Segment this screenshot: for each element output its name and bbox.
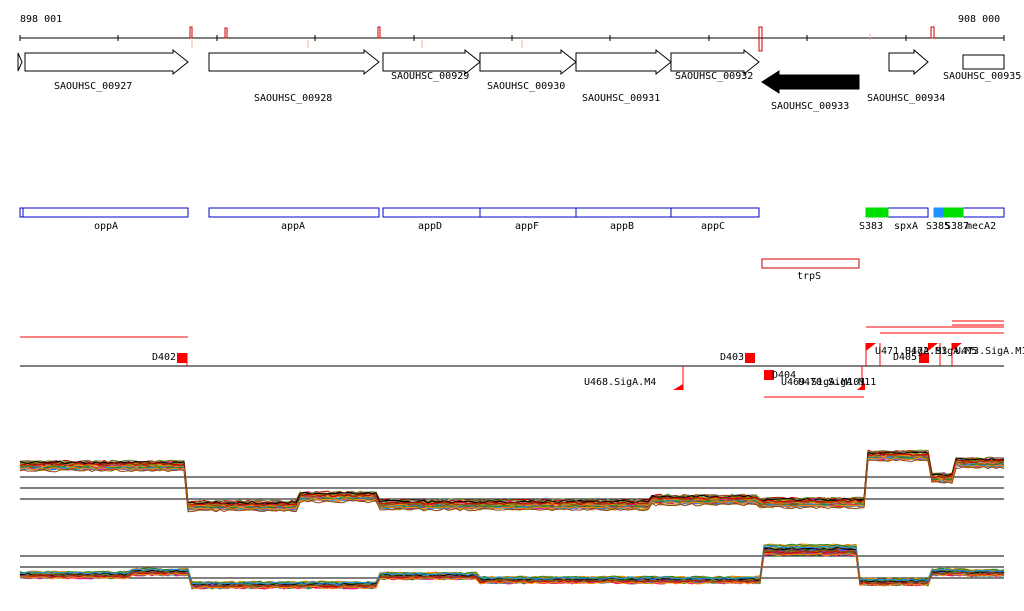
gene-arrow[interactable]: SAOUHSC_00932 [670, 48, 760, 82]
expression-profile-line [19, 451, 1005, 505]
gene-arrow[interactable]: SAOUHSC_00927 [17, 48, 189, 92]
transcript-label[interactable]: U473.SigA.M12 [955, 346, 1024, 357]
gene-label: SAOUHSC_00933 [771, 101, 849, 112]
tss-markers-outline [186, 343, 953, 390]
gene-label: SAOUHSC_00929 [391, 71, 469, 82]
gene-name-box[interactable]: mecA2 [933, 207, 1005, 232]
transcript-label[interactable]: D404 [772, 370, 796, 381]
transcript-label[interactable]: U471.SigA.M3 [875, 346, 947, 357]
ruler-minor-marks [191, 34, 871, 48]
gene-label: SAOUHSC_00927 [54, 81, 132, 92]
gene-name-label: appC [701, 221, 725, 232]
gene-arrow[interactable]: SAOUHSC_00930 [479, 48, 577, 92]
tss-markers [177, 343, 962, 390]
expression-profile-line [19, 456, 1005, 511]
transcript-lines [20, 320, 1004, 398]
sigma-site-label: S387 [945, 221, 969, 232]
expression-profile-line [19, 449, 1005, 504]
expression-profile-line [19, 549, 1005, 588]
sigma-site-label: S383 [859, 221, 883, 232]
gene-name-label: oppA [94, 221, 118, 232]
gene-name-label: appD [418, 221, 442, 232]
transcript-label[interactable]: U470.SigA.M11 [798, 377, 876, 388]
expression-profile-line [19, 451, 1005, 505]
gene-name-label: appA [281, 221, 305, 232]
gene-name-label: appB [610, 221, 634, 232]
gene-arrow-reverse[interactable]: SAOUHSC_00933 [761, 70, 860, 112]
gene-arrow[interactable]: SAOUHSC_00935 [943, 54, 1021, 82]
gene-arrow[interactable]: SAOUHSC_00928 [208, 48, 380, 104]
coordinate-ruler: 898 001 908 000 [19, 14, 1005, 52]
transcript-label[interactable]: U469.SigA.M101 [781, 377, 865, 388]
gene-label: SAOUHSC_00931 [582, 93, 660, 104]
transcript-track: D402 D403 D404 D405 U468.SigA.M4 U469.Si… [20, 320, 1024, 398]
gene-name-box[interactable]: oppA [19, 207, 189, 232]
expression-track-top [19, 449, 1005, 513]
gene-name-label: spxA [894, 221, 918, 232]
gene-arrow[interactable]: SAOUHSC_00929 [382, 48, 481, 82]
gene-name-label: appF [515, 221, 539, 232]
gene-name-box[interactable]: appD [382, 207, 481, 232]
expression-profile-line [19, 545, 1005, 585]
gene-name-box[interactable]: appA [208, 207, 380, 232]
gene-name-box[interactable]: appF [479, 207, 577, 232]
expression-profile-line [19, 451, 1005, 505]
gene-name-label: mecA2 [966, 221, 996, 232]
gene-label: SAOUHSC_00928 [254, 93, 332, 104]
expression-profile-line [19, 449, 1005, 504]
gene-label: SAOUHSC_00934 [867, 93, 945, 104]
expression-profile-line [19, 452, 1005, 506]
ruler-ticks [19, 35, 1005, 41]
ruler-tss-marks [189, 26, 935, 52]
gene-arrow[interactable]: SAOUHSC_00934 [867, 48, 945, 104]
expression-profiles [19, 543, 1005, 590]
transcript-label[interactable]: U468.SigA.M4 [584, 377, 656, 388]
gene-arrow[interactable]: SAOUHSC_00931 [575, 48, 672, 104]
gene-name-box[interactable]: spxA [865, 207, 929, 232]
expression-profile-line [19, 459, 1005, 513]
gene-name-box[interactable]: appB [575, 207, 672, 232]
antisense-gene[interactable]: trpS [761, 258, 860, 282]
antisense-gene-label: trpS [797, 271, 821, 282]
gene-label: SAOUHSC_00930 [487, 81, 565, 92]
gene-label: SAOUHSC_00935 [943, 71, 1021, 82]
expression-profile-line [19, 552, 1005, 590]
expression-profiles [19, 449, 1005, 513]
transcript-label[interactable]: D402 [152, 352, 176, 363]
sigma-site-label: S385 [926, 221, 950, 232]
gene-label: SAOUHSC_00932 [675, 71, 753, 82]
transcript-label[interactable]: D403 [720, 352, 744, 363]
ruler-end-label: 908 000 [958, 14, 1000, 25]
gene-name-box[interactable]: appC [670, 207, 760, 232]
gene-name-track: oppA appA appD appF appB appC spxA [19, 207, 1005, 232]
transcript-label[interactable]: U472.SigA.M5 [905, 346, 977, 357]
transcript-label[interactable]: D405 [893, 352, 917, 363]
ruler-start-label: 898 001 [20, 14, 62, 25]
gene-track: SAOUHSC_00927 SAOUHSC_00928 SAOUHSC_0092… [17, 48, 1021, 112]
expression-track-bottom [19, 543, 1005, 590]
